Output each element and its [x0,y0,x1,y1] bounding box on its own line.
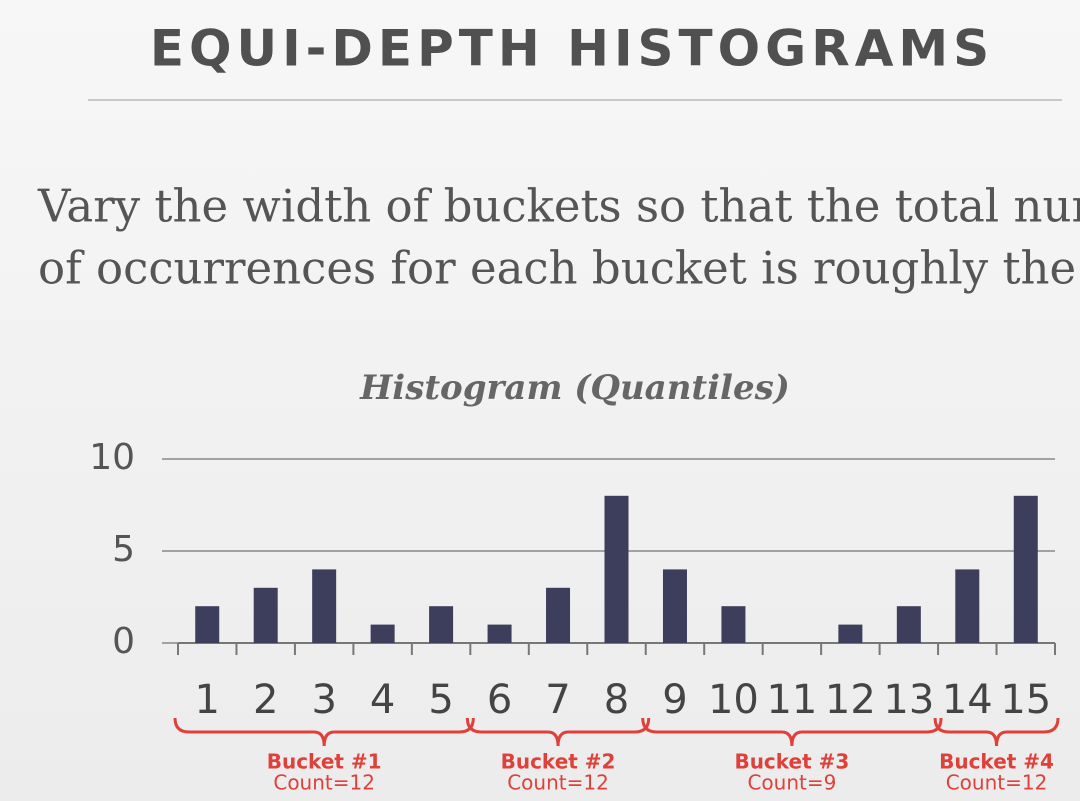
x-tick-label: 4 [370,677,395,723]
bucket-label: Bucket #2 [501,750,616,774]
body-line: Vary the width of buckets so that the to… [37,180,1080,233]
bucket-label: Bucket #1 [267,750,382,774]
x-tick-label: 1 [195,677,220,723]
bucket-brace [933,717,1060,747]
bucket-count: Count=9 [747,771,836,795]
x-tick-label: 12 [825,677,876,723]
bar [370,624,395,643]
bar [955,569,980,643]
x-tick-label: 9 [662,677,687,723]
bucket-brace [173,717,475,747]
x-tick-label: 2 [253,677,278,723]
x-tick-label: 10 [708,677,759,723]
bar [1013,495,1038,643]
bar [195,606,220,643]
slide-title: EQUI-DEPTH HISTOGRAMS [150,20,994,78]
bar [662,569,687,643]
bucket-count: Count=12 [507,771,609,795]
bucket-brace [465,717,651,747]
x-tick-label: 14 [942,677,993,723]
body-line: of occurrences for each bucket is roughl… [38,242,1080,295]
bar [429,606,454,643]
y-tick-label: 10 [89,437,135,478]
x-tick-label: 5 [428,677,453,723]
bucket-brace [641,717,943,747]
bar [253,587,278,643]
bar [604,495,629,643]
bucket-label: Bucket #3 [734,750,849,774]
bucket-count: Count=12 [273,771,375,795]
x-tick-label: 6 [487,677,512,723]
bar [312,569,337,643]
bar [721,606,746,643]
x-tick-label: 8 [604,677,629,723]
x-tick-label: 15 [1000,677,1051,723]
bucket-label: Bucket #4 [939,750,1054,774]
bar [838,624,863,643]
y-tick-label: 0 [112,621,135,662]
x-tick-label: 11 [766,677,817,723]
y-tick-label: 5 [112,529,135,570]
bar [896,606,921,643]
x-tick-label: 7 [545,677,570,723]
chart-title: Histogram (Quantiles) [359,368,790,408]
x-tick-label: 13 [883,677,934,723]
bucket-count: Count=12 [946,771,1048,795]
x-tick-label: 3 [311,677,336,723]
bar [546,587,571,643]
bar [487,624,512,643]
